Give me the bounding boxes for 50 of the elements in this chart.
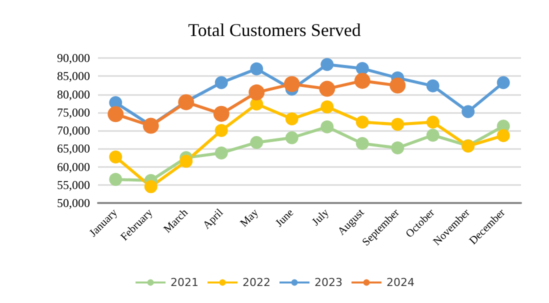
point [213,106,230,122]
point [248,84,265,100]
y-tick-label: 60,000 [57,160,90,174]
point [250,62,264,76]
point [391,141,404,154]
y-tick-label: 80,000 [57,87,90,102]
point [214,76,228,90]
x-tick-label: June [273,206,296,230]
y-tick-label: 75,000 [57,105,90,120]
point [180,154,193,168]
point [496,76,510,90]
point [214,124,228,137]
legend-label: 2023 [314,276,342,289]
point [285,131,298,144]
point [356,116,369,129]
y-tick-label: 65,000 [57,142,90,156]
point [284,76,300,92]
y-tick-label: 90,000 [57,51,90,65]
y-tick-label: 55,000 [57,178,90,192]
point [178,94,194,110]
point [354,72,370,89]
x-tick-label: July [310,206,332,228]
legend-label: 2021 [170,276,199,289]
point [426,128,440,142]
point [390,78,406,94]
point [356,62,369,76]
x-tick-label: May [238,206,262,230]
point [391,118,404,131]
point [214,146,228,160]
legend-label: 2022 [242,276,271,289]
point [109,172,122,186]
point [496,129,510,142]
point [109,150,122,164]
point [426,116,440,129]
point [462,105,475,118]
y-tick-label: 85,000 [57,69,90,84]
legend-label: 2024 [386,276,414,289]
y-tick-label: 50,000 [57,196,90,210]
point [285,112,298,126]
point [426,79,440,92]
point [144,180,158,194]
point [320,120,334,134]
point [320,100,334,114]
y-tick-label: 70,000 [57,124,90,138]
chart-title: Total Customers Served [188,20,361,40]
point [356,137,369,150]
point [108,106,124,122]
point [320,58,334,72]
point [319,80,336,97]
point [250,136,264,149]
